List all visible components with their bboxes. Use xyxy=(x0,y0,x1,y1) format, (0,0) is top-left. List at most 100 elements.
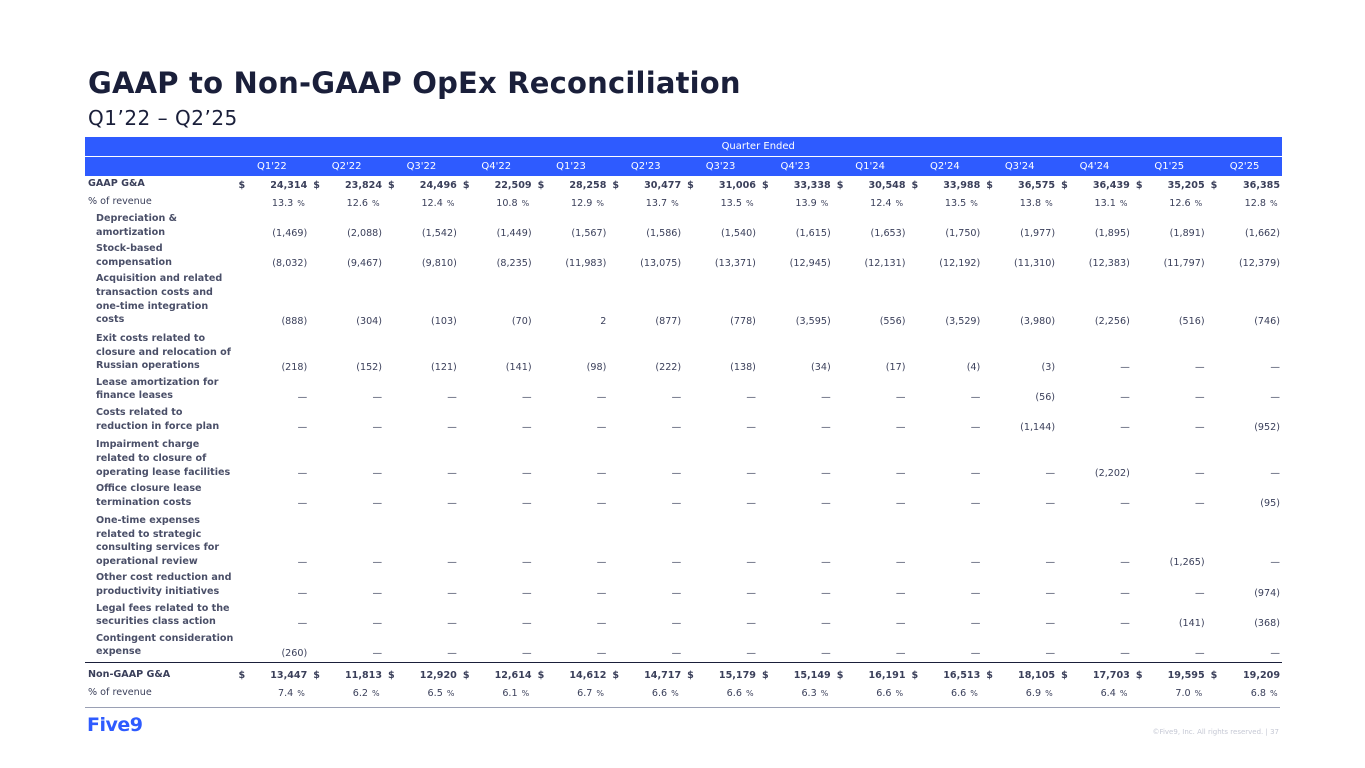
value-cell: — xyxy=(970,422,981,434)
percent-value: 13.8 xyxy=(1019,198,1042,209)
spacer-cell xyxy=(908,330,922,376)
value-cell: (56) xyxy=(1035,391,1056,403)
table-row: Stock-based compensation (8,032) (9,467) (9… xyxy=(85,242,1282,272)
currency-symbol: $ xyxy=(458,661,474,685)
value-cell: — xyxy=(821,391,831,403)
value-cell: — xyxy=(895,617,906,629)
value-cell: — xyxy=(522,422,532,434)
spacer-cell xyxy=(534,272,548,329)
value-cell: 7.0% xyxy=(1146,684,1206,702)
spacer-cell xyxy=(758,571,772,601)
spacer-cell xyxy=(833,330,847,376)
spacer-cell xyxy=(384,632,398,663)
value-cell: (778) xyxy=(730,315,756,327)
value-cell: 13,447 xyxy=(248,661,310,685)
spacer-cell xyxy=(982,212,996,242)
value-cell: 6.6% xyxy=(698,684,758,702)
spacer-cell xyxy=(309,242,323,272)
value-cell: 15,149 xyxy=(772,661,833,685)
value-cell: 14,612 xyxy=(548,661,609,685)
value-cell: (974) xyxy=(1254,587,1280,599)
percent-sign: % xyxy=(1119,199,1128,208)
spacer-cell xyxy=(534,602,548,632)
row-label: % of revenue xyxy=(88,196,152,208)
spacer-cell xyxy=(534,194,548,212)
value-cell: — xyxy=(746,468,756,480)
currency-symbol: $ xyxy=(309,661,324,685)
spacer-cell xyxy=(683,212,697,242)
spacer-cell xyxy=(309,684,323,702)
value-cell: — xyxy=(1195,587,1205,599)
spacer-cell xyxy=(833,512,847,571)
value-cell: 16,513 xyxy=(921,661,983,685)
page-subtitle: Q1’22 – Q2’25 xyxy=(88,106,238,130)
percent-value: 6.9 xyxy=(1025,688,1042,700)
percent-value: 6.6 xyxy=(876,688,892,700)
value-cell: — xyxy=(372,391,383,403)
quarter-header: Q2'22 xyxy=(308,155,385,176)
spacer-cell xyxy=(908,512,922,571)
spacer-cell xyxy=(1207,571,1221,601)
row-label: Legal fees related to the securities cla… xyxy=(96,602,230,628)
percent-value: 13.5 xyxy=(720,198,742,209)
spacer-cell xyxy=(683,482,697,512)
value-cell: 12.9% xyxy=(548,194,608,212)
spacer-cell xyxy=(833,242,847,272)
percent-sign: % xyxy=(596,199,604,208)
spacer-cell xyxy=(1057,602,1071,632)
percent-value: 13.3 xyxy=(271,198,294,209)
spacer-cell xyxy=(908,436,922,482)
value-cell: 13.7% xyxy=(623,194,683,212)
spacer-cell xyxy=(459,436,473,482)
value-cell: 11,813 xyxy=(323,661,385,685)
percent-sign: % xyxy=(1045,199,1053,208)
value-cell: — xyxy=(596,587,607,599)
spacer-cell xyxy=(833,571,847,601)
quarter-header: Q4'22 xyxy=(458,155,534,176)
spacer-cell xyxy=(608,212,622,242)
value-cell: (152) xyxy=(356,361,383,373)
percent-sign: % xyxy=(970,199,978,208)
value-cell: 19,209 xyxy=(1221,661,1282,685)
spacer-cell xyxy=(982,602,996,632)
spacer-cell xyxy=(1057,242,1071,272)
percent-value: 12.4 xyxy=(421,198,443,209)
value-cell: — xyxy=(895,647,906,659)
value-cell: — xyxy=(522,498,532,510)
currency-symbol: $ xyxy=(1131,661,1147,685)
currency-symbol: $ xyxy=(238,180,246,191)
percent-value: 6.4 xyxy=(1100,688,1116,700)
value-cell: — xyxy=(297,422,308,434)
value-cell: — xyxy=(970,498,981,510)
value-cell: (304) xyxy=(356,315,383,327)
row-label: Stock-based compensation xyxy=(96,243,172,268)
quarter-header: Q2'25 xyxy=(1206,155,1282,176)
value-cell: (98) xyxy=(586,361,607,373)
row-label: % of revenue xyxy=(88,686,152,698)
value-cell: 12.4% xyxy=(398,194,458,212)
value-cell: 6.4% xyxy=(1071,684,1131,702)
percent-value: 12.6 xyxy=(1169,198,1191,209)
value-cell: 30,548 xyxy=(868,180,906,191)
spacer-cell xyxy=(608,602,622,632)
value-cell: 6.2% xyxy=(324,684,384,702)
spacer-cell xyxy=(1132,376,1146,406)
value-cell: — xyxy=(447,557,457,569)
value-cell: (141) xyxy=(505,361,532,373)
quarter-header: Q1'25 xyxy=(1131,155,1207,176)
value-cell: (95) xyxy=(1260,498,1280,510)
value-cell: 2 xyxy=(600,315,607,327)
spacer-cell xyxy=(758,242,772,272)
value-cell: (34) xyxy=(811,361,831,373)
spacer-cell xyxy=(608,436,622,482)
spacer-cell xyxy=(833,436,847,482)
value-cell: (2,256) xyxy=(1094,315,1130,327)
group-header: Quarter Ended xyxy=(234,137,1282,157)
spacer-cell xyxy=(1132,212,1146,242)
spacer-cell xyxy=(384,571,398,601)
table-row: One-time expenses related to strategic c… xyxy=(85,512,1282,571)
spacer-cell xyxy=(309,571,323,601)
percent-value: 6.3 xyxy=(801,688,817,700)
currency-symbol: $ xyxy=(911,180,919,191)
five9-logo: Five9 xyxy=(87,714,143,736)
